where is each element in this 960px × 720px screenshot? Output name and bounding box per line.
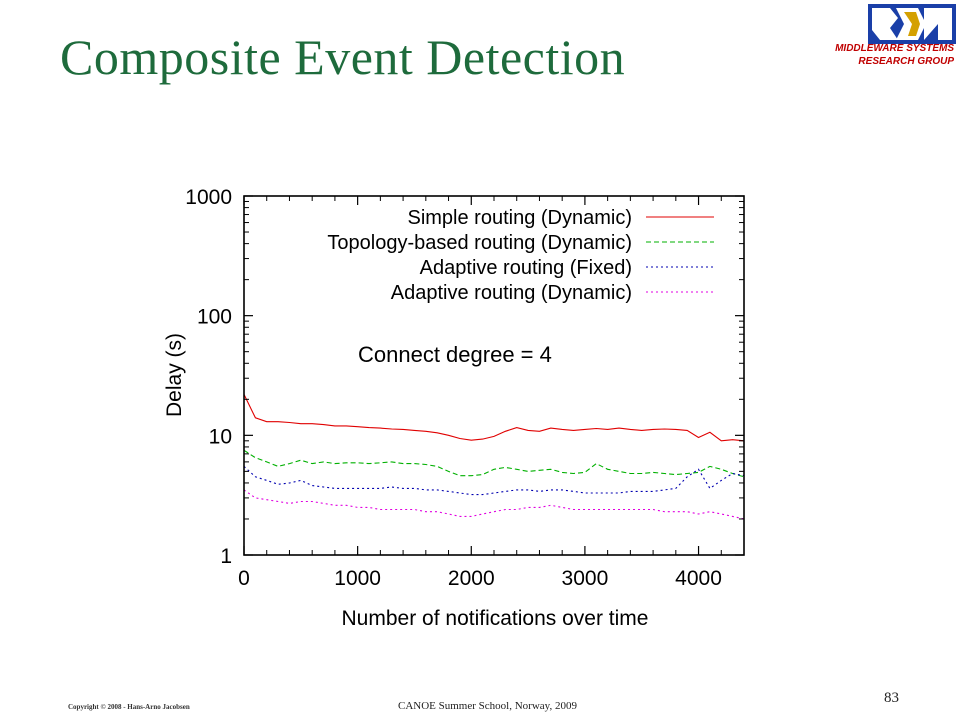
plot-area bbox=[243, 394, 745, 520]
legend-label-4: Adaptive routing (Dynamic) bbox=[391, 282, 632, 304]
legend-label-3: Adaptive routing (Fixed) bbox=[420, 257, 632, 279]
legend-label-1: Simple routing (Dynamic) bbox=[407, 207, 632, 229]
series-line-4 bbox=[243, 489, 745, 520]
msrg-logo-icon bbox=[868, 4, 956, 44]
x-tick-label: 1000 bbox=[334, 567, 381, 590]
series-line-1 bbox=[243, 394, 745, 442]
x-tick-label: 3000 bbox=[562, 567, 609, 590]
series-line-2 bbox=[243, 449, 745, 478]
y-tick-label: 1 bbox=[220, 545, 232, 568]
group-name-line1: MIDDLEWARE SYSTEMS bbox=[835, 43, 954, 54]
legend-label-2: Topology-based routing (Dynamic) bbox=[327, 232, 632, 254]
x-tick-label: 2000 bbox=[448, 567, 495, 590]
series-line-3 bbox=[243, 465, 745, 496]
venue-footer: CANOE Summer School, Norway, 2009 bbox=[398, 700, 577, 712]
page-number: 83 bbox=[884, 690, 899, 706]
x-axis-label: Number of notifications over time bbox=[342, 607, 649, 630]
y-tick-label: 10 bbox=[209, 425, 232, 448]
x-tick-label: 0 bbox=[238, 567, 250, 590]
group-name-line2: RESEARCH GROUP bbox=[858, 56, 954, 67]
axes: 0 1000 2000 3000 4000 1 10 100 1000 bbox=[185, 186, 745, 590]
copyright-notice: Copyright © 2008 - Hans-Arno Jacobsen bbox=[68, 703, 190, 711]
legend: Simple routing (Dynamic) Topology-based r… bbox=[327, 207, 714, 304]
slide-title: Composite Event Detection bbox=[60, 29, 626, 85]
chart-annotation: Connect degree = 4 bbox=[358, 342, 552, 367]
y-tick-label: 100 bbox=[197, 306, 232, 329]
y-axis-label: Delay (s) bbox=[163, 333, 186, 417]
y-tick-label: 1000 bbox=[185, 186, 232, 209]
x-tick-label: 4000 bbox=[675, 567, 722, 590]
